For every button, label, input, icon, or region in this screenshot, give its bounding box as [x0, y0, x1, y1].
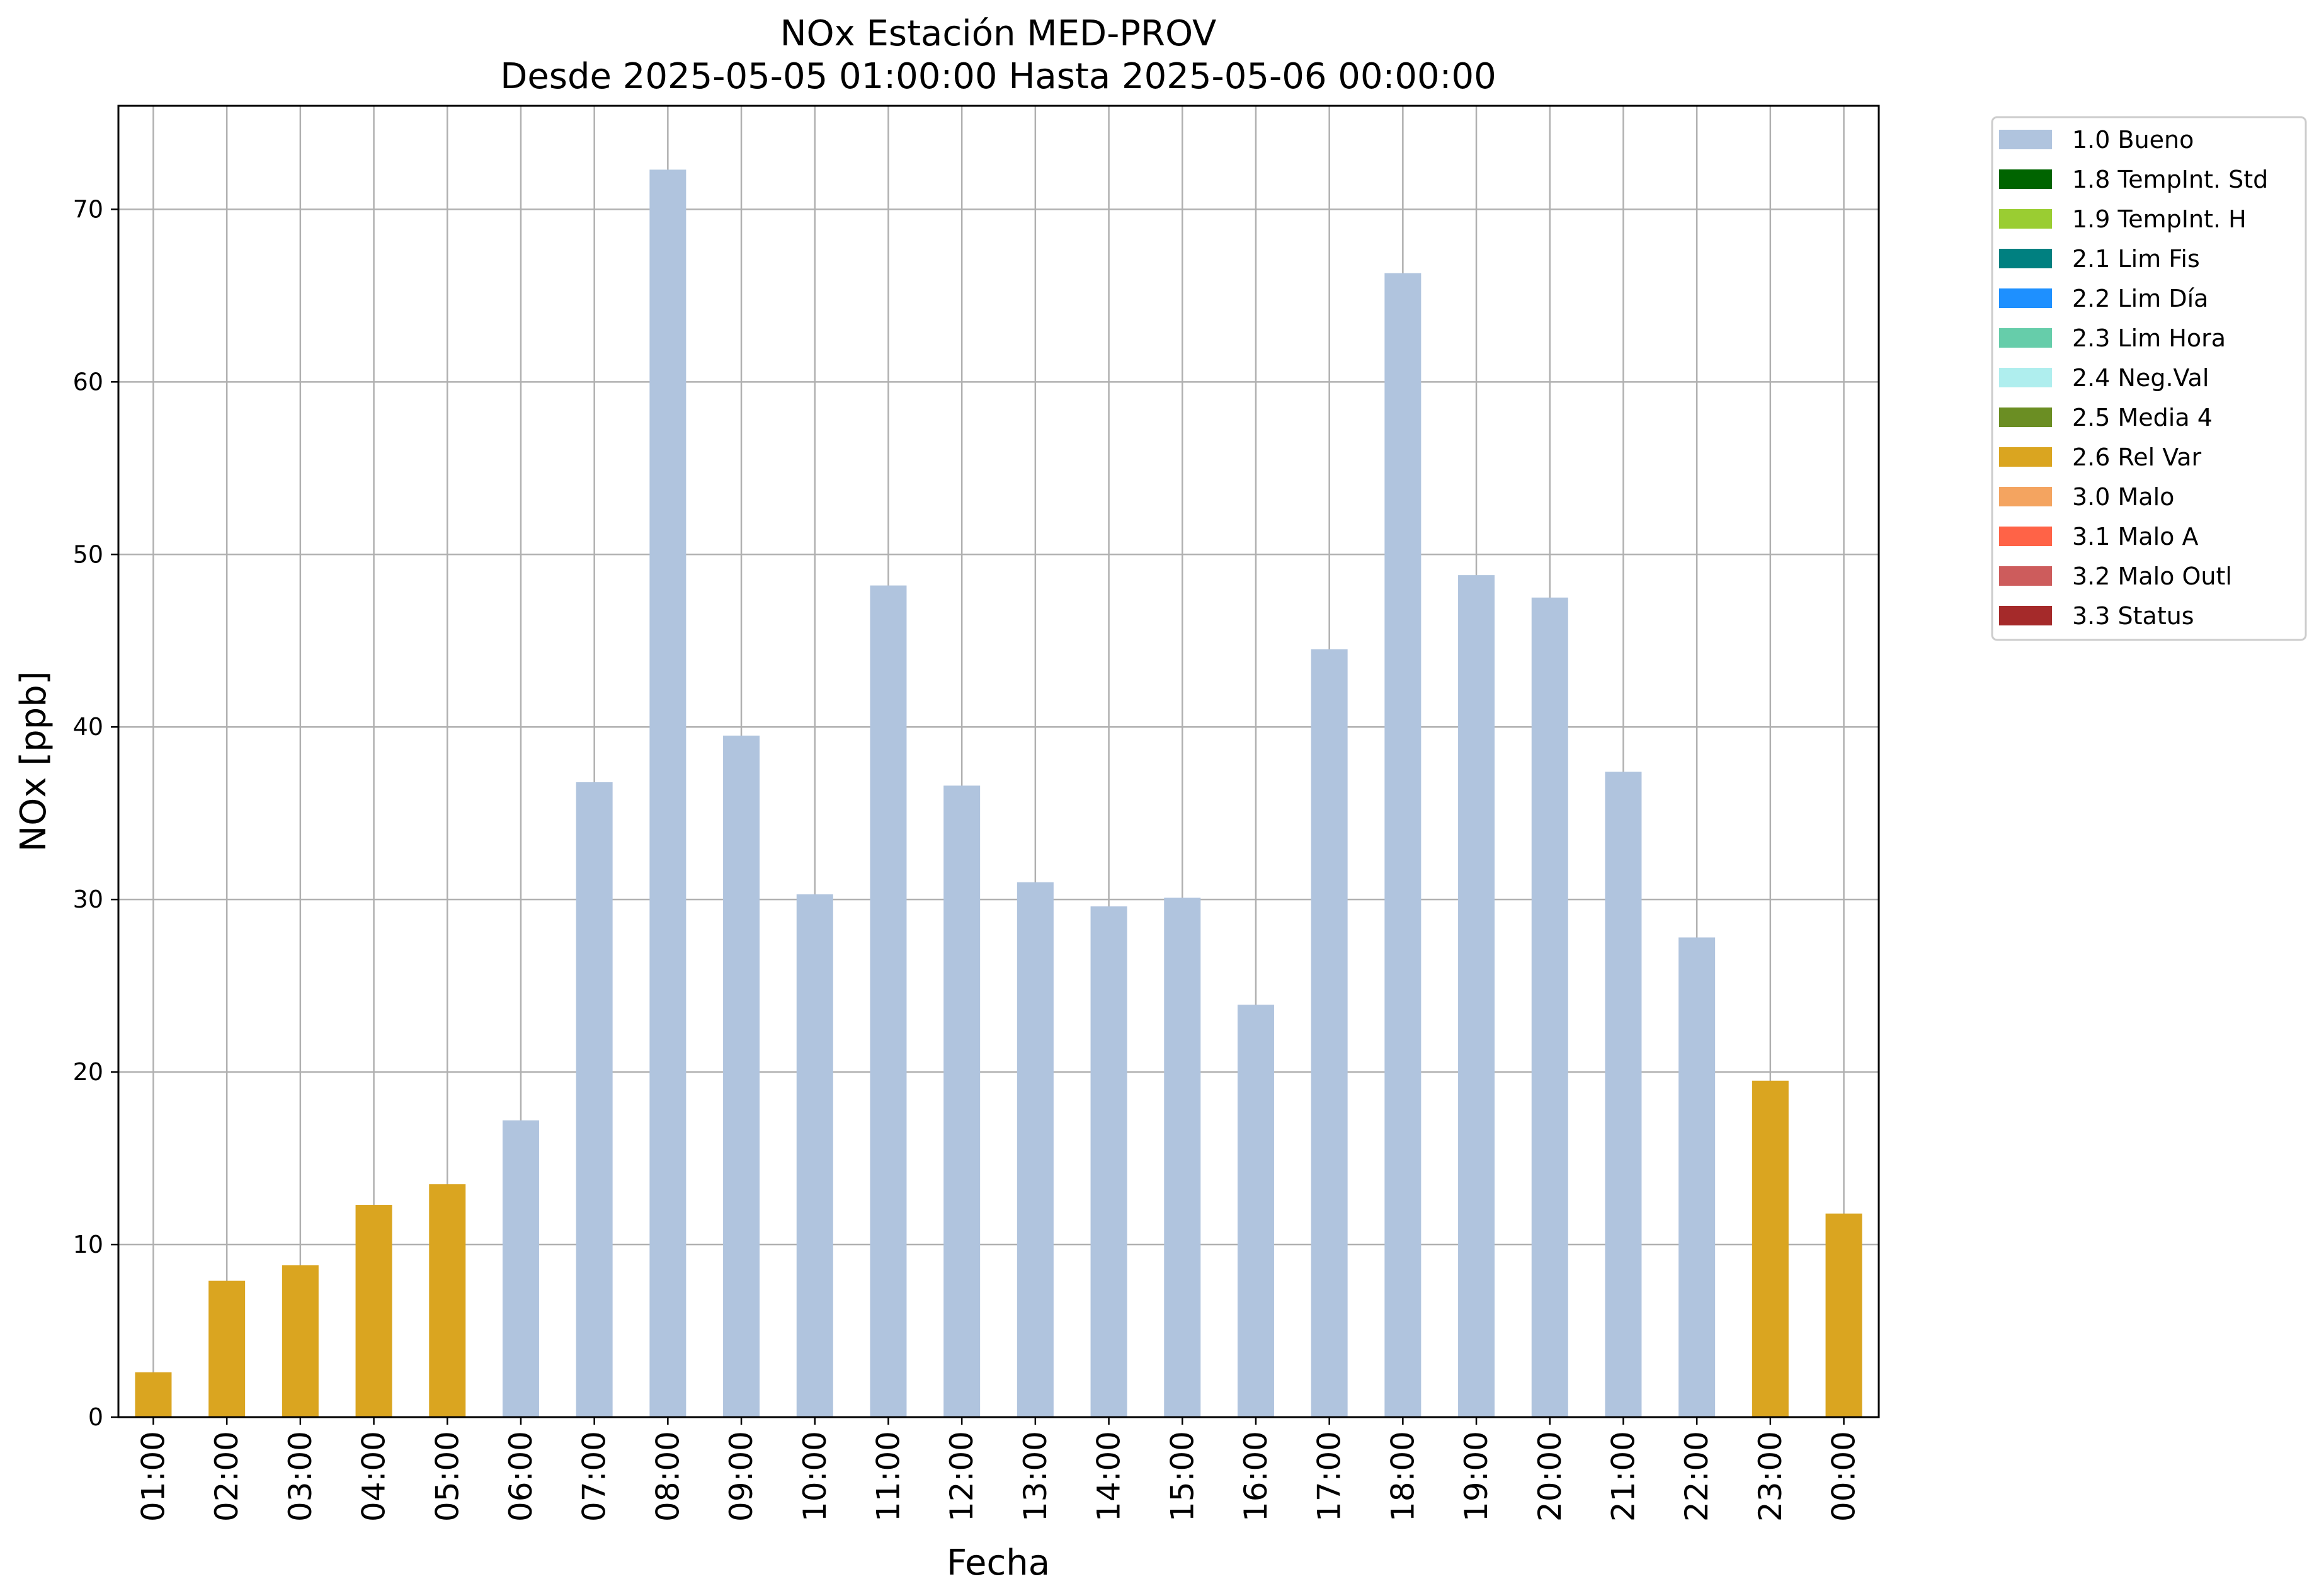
- x-tick-label: 14:00: [1091, 1431, 1127, 1522]
- bar: [282, 1265, 319, 1417]
- legend-label: 3.2 Malo Outl: [2072, 562, 2232, 590]
- bar: [1825, 1213, 1862, 1417]
- legend-label: 2.6 Rel Var: [2072, 443, 2202, 471]
- bar: [429, 1184, 466, 1417]
- bar: [1237, 1005, 1274, 1417]
- chart-subtitle: Desde 2025-05-05 01:00:00 Hasta 2025-05-…: [500, 56, 1496, 97]
- x-tick-label: 16:00: [1238, 1431, 1274, 1522]
- bar: [208, 1280, 246, 1417]
- legend: 1.0 Bueno 1.8 TempInt. Std 1.9 TempInt. H 2…: [1991, 116, 2307, 641]
- bar: [135, 1372, 172, 1417]
- bar: [1605, 772, 1642, 1417]
- legend-swatch: [1999, 408, 2052, 427]
- x-tick-label: 22:00: [1678, 1431, 1715, 1522]
- y-tick-label: 10: [73, 1231, 103, 1258]
- legend-swatch: [1999, 288, 2052, 308]
- legend-swatch: [1999, 527, 2052, 546]
- bar: [1531, 597, 1568, 1417]
- legend-swatch: [1999, 606, 2052, 625]
- bar: [1017, 882, 1054, 1417]
- y-axis-label: NOx [ppb]: [13, 671, 54, 852]
- legend-swatch: [1999, 447, 2052, 467]
- y-axis-ticks: 0 10 20 30 40 50 60 70: [73, 195, 118, 1431]
- x-axis-ticks: 01:00 02:00 03:00 04:00 05:00 06:00 07:00 08:00…: [135, 1417, 1862, 1522]
- legend-label: 2.2 Lim Día: [2072, 285, 2208, 312]
- x-tick-label: 05:00: [429, 1431, 465, 1522]
- y-tick-label: 20: [73, 1058, 103, 1086]
- x-tick-label: 07:00: [576, 1431, 613, 1522]
- x-tick-label: 03:00: [282, 1431, 319, 1522]
- legend-label: 2.4 Neg.Val: [2072, 364, 2209, 392]
- x-tick-label: 11:00: [870, 1431, 906, 1522]
- x-tick-label: 08:00: [649, 1431, 686, 1522]
- legend-swatch: [1999, 487, 2052, 506]
- legend-swatch: [1999, 368, 2052, 387]
- bar: [1752, 1080, 1789, 1417]
- x-tick-label: 21:00: [1605, 1431, 1641, 1522]
- legend-frame: [1991, 116, 2307, 641]
- legend-swatch: [1999, 328, 2052, 348]
- bar: [796, 894, 833, 1417]
- bar: [1311, 649, 1348, 1417]
- x-tick-label: 15:00: [1164, 1431, 1200, 1522]
- legend-label: 3.1 Malo A: [2072, 523, 2198, 550]
- x-tick-label: 20:00: [1532, 1431, 1568, 1522]
- bar: [1458, 575, 1495, 1417]
- x-axis-label: Fecha: [947, 1542, 1050, 1583]
- y-tick-label: 30: [73, 886, 103, 913]
- legend-label: 1.8 TempInt. Std: [2072, 166, 2268, 193]
- bars-group: [135, 169, 1862, 1417]
- legend-swatch: [1999, 169, 2052, 189]
- x-tick-label: 23:00: [1752, 1431, 1789, 1522]
- legend-label: 1.9 TempInt. H: [2072, 205, 2247, 233]
- y-tick-label: 0: [88, 1403, 103, 1431]
- x-tick-label: 09:00: [723, 1431, 760, 1522]
- bar: [1090, 906, 1127, 1417]
- x-tick-label: 18:00: [1384, 1431, 1421, 1522]
- bar: [502, 1120, 539, 1417]
- x-tick-label: 02:00: [208, 1431, 245, 1522]
- plot-area-frame: [117, 105, 1880, 1418]
- legend-label: 3.3 Status: [2072, 602, 2194, 630]
- legend-label: 2.1 Lim Fis: [2072, 245, 2200, 273]
- y-tick-label: 50: [73, 540, 103, 568]
- x-tick-label: 01:00: [135, 1431, 171, 1522]
- chart-title: NOx Estación MED-PROV: [780, 13, 1217, 54]
- x-tick-label: 00:00: [1826, 1431, 1862, 1522]
- bar: [1678, 937, 1716, 1417]
- legend-swatch: [1999, 130, 2052, 149]
- x-tick-label: 13:00: [1017, 1431, 1054, 1522]
- bar: [723, 735, 760, 1417]
- y-tick-label: 70: [73, 195, 103, 223]
- x-tick-label: 06:00: [503, 1431, 539, 1522]
- legend-label: 3.0 Malo: [2072, 483, 2174, 511]
- bar: [649, 169, 687, 1417]
- x-tick-label: 17:00: [1311, 1431, 1348, 1522]
- y-tick-label: 60: [73, 368, 103, 396]
- legend-swatch: [1999, 209, 2052, 229]
- legend-label: 2.3 Lim Hora: [2072, 324, 2226, 352]
- x-tick-label: 19:00: [1458, 1431, 1495, 1522]
- bar: [1164, 898, 1201, 1417]
- legend-label: 1.0 Bueno: [2072, 126, 2194, 154]
- x-tick-label: 04:00: [356, 1431, 392, 1522]
- legend-swatch: [1999, 566, 2052, 586]
- legend-label: 2.5 Media 4: [2072, 404, 2213, 431]
- bar: [355, 1205, 392, 1417]
- x-tick-label: 10:00: [797, 1431, 833, 1522]
- legend-swatch: [1999, 249, 2052, 268]
- bar: [1384, 273, 1422, 1417]
- bar: [943, 785, 981, 1417]
- x-tick-label: 12:00: [943, 1431, 980, 1522]
- bar: [576, 782, 613, 1417]
- y-tick-label: 40: [73, 713, 103, 741]
- bar: [870, 585, 907, 1417]
